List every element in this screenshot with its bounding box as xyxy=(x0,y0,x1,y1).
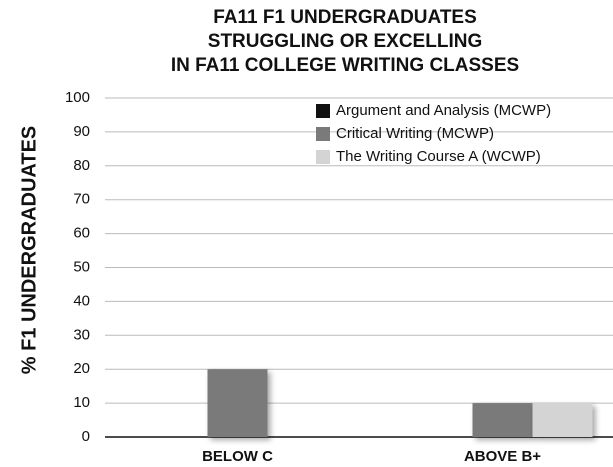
y-tick-label: 20 xyxy=(73,360,90,377)
y-tick-label: 30 xyxy=(73,326,90,343)
legend-swatch xyxy=(316,150,330,164)
chart-title: STRUGGLING OR EXCELLING xyxy=(208,31,482,52)
y-tick-label: 80 xyxy=(73,157,90,174)
chart-title: FA11 F1 UNDERGRADUATES xyxy=(213,7,477,28)
y-tick-label: 10 xyxy=(73,394,90,411)
legend-swatch xyxy=(316,104,330,118)
y-axis-label: % F1 UNDERGRADUATES xyxy=(18,126,40,375)
y-tick-label: 50 xyxy=(73,258,90,275)
legend-label: Critical Writing (MCWP) xyxy=(336,125,494,142)
x-tick-label: ABOVE B+ xyxy=(464,448,541,465)
x-tick-label: BELOW C xyxy=(202,448,273,465)
legend-swatch xyxy=(316,127,330,141)
y-tick-label: 0 xyxy=(82,428,90,445)
legend-label: Argument and Analysis (MCWP) xyxy=(336,102,551,119)
y-tick-label: 70 xyxy=(73,191,90,208)
bar xyxy=(472,403,533,437)
y-tick-label: 40 xyxy=(73,292,90,309)
y-tick-label: 100 xyxy=(65,89,90,106)
bar xyxy=(207,369,268,437)
y-tick-label: 90 xyxy=(73,123,90,140)
bar xyxy=(532,403,593,437)
legend-label: The Writing Course A (WCWP) xyxy=(336,148,541,165)
chart-title: IN FA11 COLLEGE WRITING CLASSES xyxy=(171,55,519,76)
y-tick-label: 60 xyxy=(73,225,90,242)
